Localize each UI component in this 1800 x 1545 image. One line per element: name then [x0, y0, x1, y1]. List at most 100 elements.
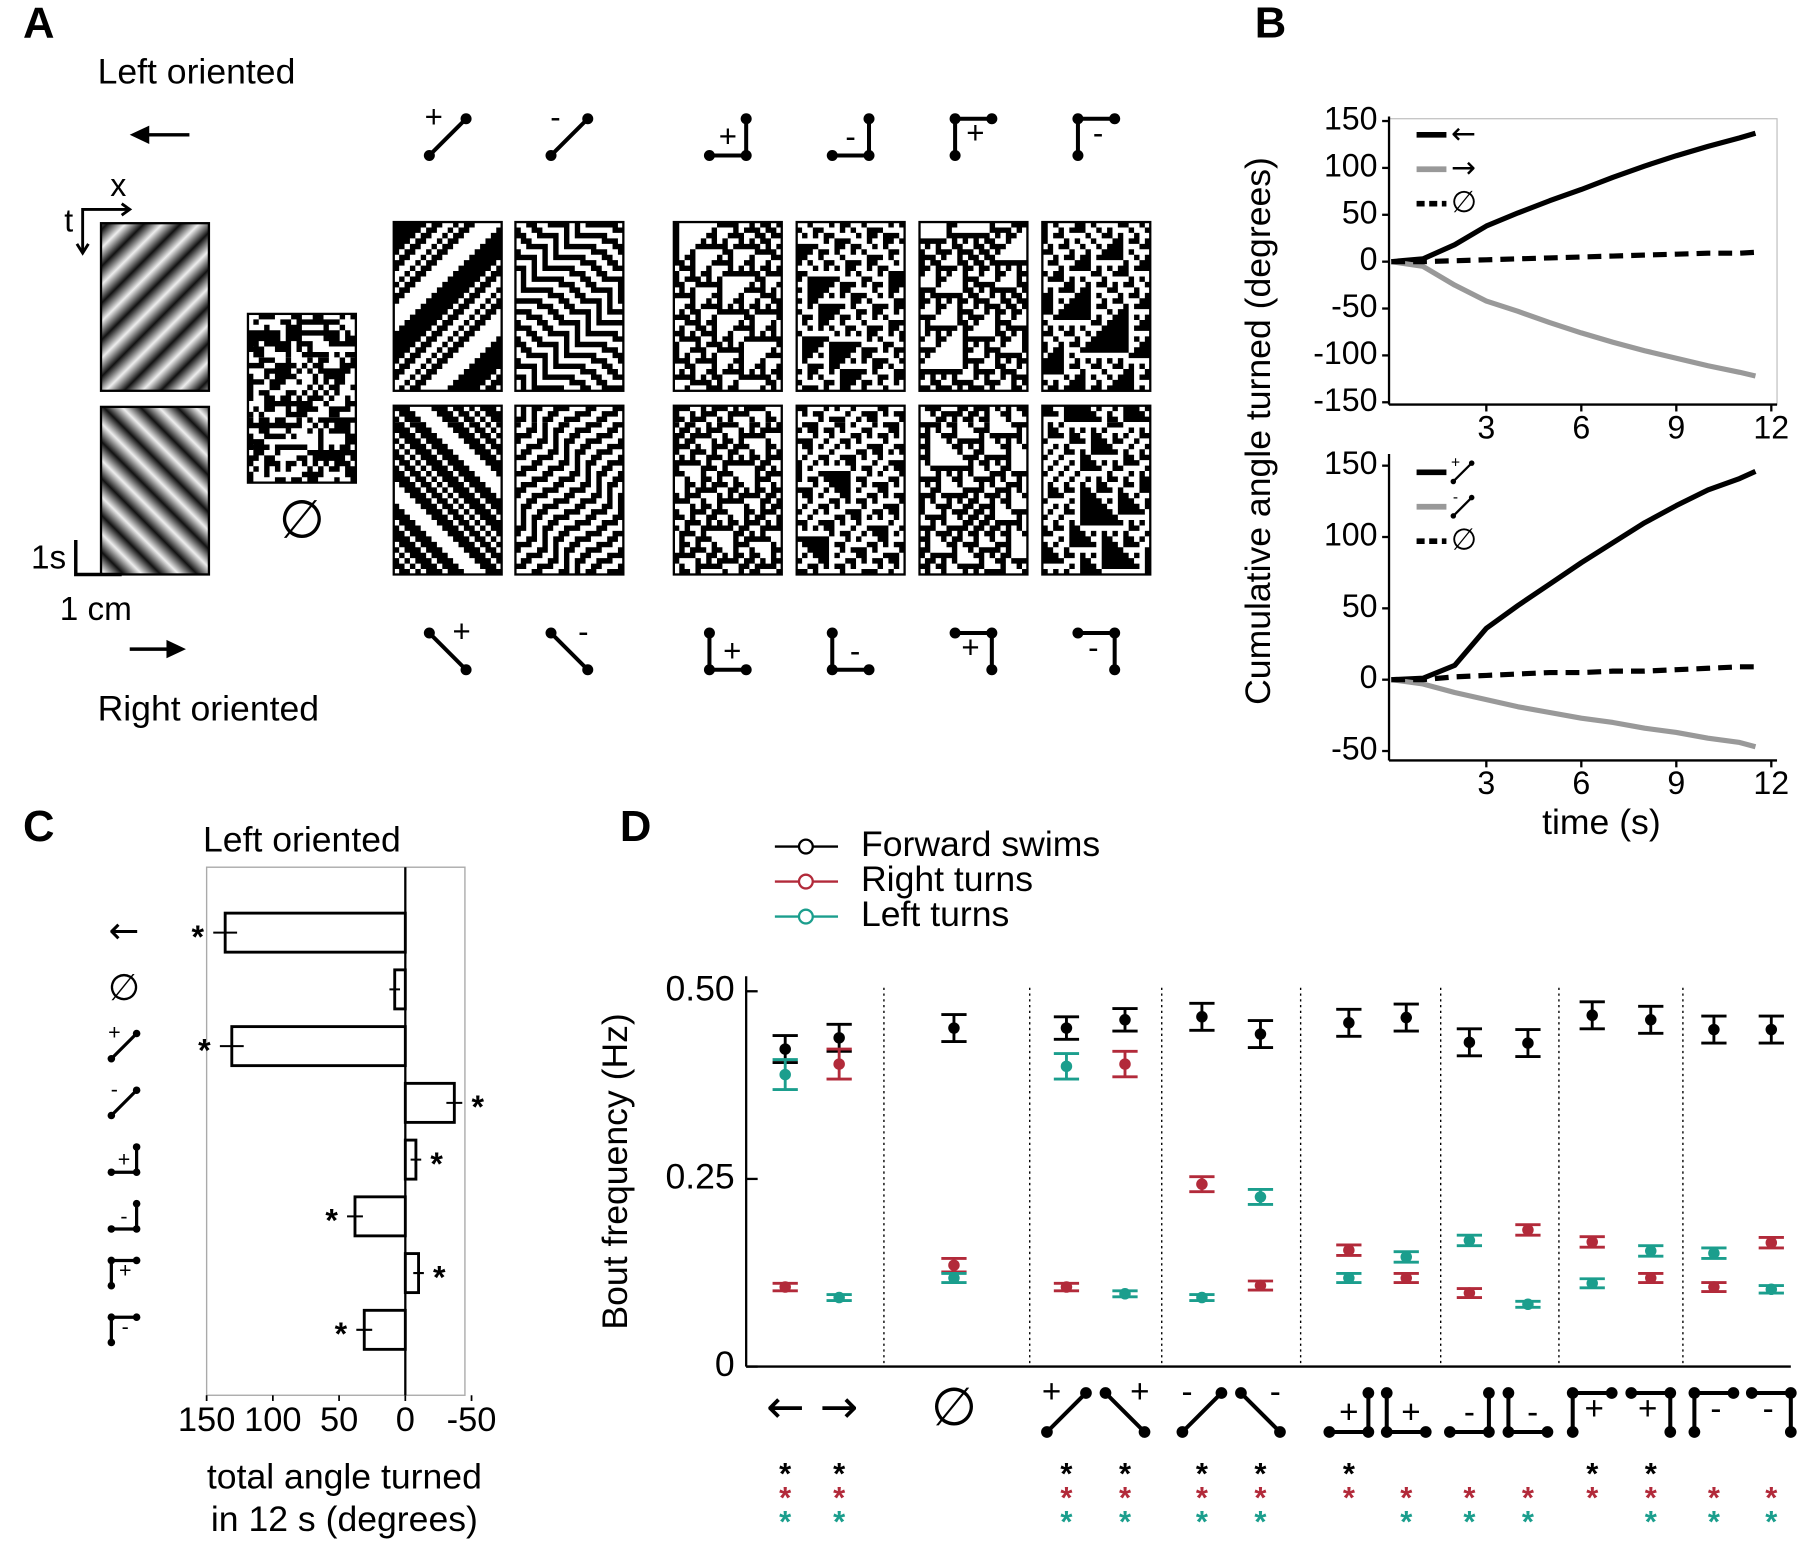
glider-dot: [1099, 1387, 1112, 1399]
significance: *: [1586, 1456, 1599, 1491]
glider-dot: [949, 149, 961, 161]
point: [779, 1043, 791, 1055]
glider-dot: [1380, 1426, 1393, 1438]
significance: *: [1254, 1480, 1267, 1515]
glider-sign: -: [578, 614, 588, 649]
glider-dot: [582, 664, 594, 676]
glider-dot: [1072, 627, 1084, 639]
significance: *: [1060, 1456, 1073, 1491]
glider-dot: [703, 627, 715, 639]
significance: *: [1522, 1480, 1535, 1515]
glider-dot: [1502, 1426, 1515, 1438]
point: [1708, 1281, 1720, 1293]
stimulus-frame: [514, 404, 625, 576]
stimulus: [673, 222, 782, 391]
glider-dot: [107, 1338, 116, 1347]
stimulus-frame: [1041, 220, 1152, 392]
glider-sign: +: [723, 633, 741, 668]
glider-dot: [1625, 1387, 1638, 1399]
glider-dot: [703, 149, 715, 161]
y-tick-label: 0: [715, 1344, 735, 1384]
y-tick-label: 0: [1360, 241, 1378, 277]
glider-dot: [1727, 1387, 1740, 1399]
significance: *: [1645, 1504, 1658, 1539]
significance: *: [779, 1504, 792, 1539]
glider-dot: [1109, 664, 1121, 676]
glider-sign: -: [111, 1077, 118, 1101]
point: [1765, 1236, 1778, 1249]
series-line: [1390, 259, 1757, 379]
stimulus: [393, 222, 502, 391]
glider-dot: [1138, 1426, 1151, 1438]
y-tick-label: 100: [1324, 516, 1378, 552]
glider-sign: -: [1763, 1390, 1774, 1427]
point: [948, 1272, 960, 1284]
null-symbol: ∅: [279, 489, 325, 550]
category-label: ←: [766, 1380, 804, 1434]
glider-dot: [1468, 494, 1475, 501]
x-tick-label: 9: [1667, 765, 1685, 801]
glider-dot: [826, 627, 838, 639]
x-tick-label: 3: [1477, 765, 1495, 801]
stimulus: [1042, 405, 1151, 575]
significance: *: [1708, 1504, 1721, 1539]
x-tick-label: 150: [178, 1401, 235, 1439]
error-bar: [446, 1095, 463, 1110]
glider-sign: +: [719, 119, 737, 154]
glider-dot: [863, 664, 875, 676]
legend-swatch: [797, 873, 814, 890]
glider-dot: [1605, 1387, 1618, 1399]
x-tick-label: 100: [244, 1401, 301, 1439]
glider-dot: [132, 1086, 141, 1095]
category-label: ∅: [108, 966, 140, 1009]
point: [1522, 1224, 1534, 1236]
significance: *: [1254, 1504, 1267, 1539]
left-label: Left oriented: [98, 51, 296, 91]
y-tick-label: -150: [1313, 382, 1377, 418]
glider-dot: [1664, 1387, 1677, 1399]
y-tick-label: 0: [1360, 659, 1378, 695]
x-tick-label: 0: [396, 1401, 415, 1439]
point: [1645, 1245, 1657, 1257]
glider-dot: [132, 1143, 141, 1151]
stimulus: [515, 222, 624, 391]
glider-sign: -: [1453, 489, 1458, 506]
point: [1765, 1283, 1778, 1295]
stimulus: [919, 405, 1028, 575]
glider-line: [110, 1032, 138, 1060]
glider-sign: -: [1527, 1394, 1538, 1431]
glider-line: [110, 1089, 138, 1117]
point: [1586, 1277, 1598, 1289]
panel-label: C: [23, 803, 55, 851]
error-bar: [347, 1209, 363, 1224]
legend-swatch: [797, 908, 814, 925]
glider-dot: [423, 149, 435, 161]
glider-sign: -: [1710, 1390, 1721, 1427]
point: [833, 1291, 845, 1304]
glider-dot: [949, 627, 961, 639]
glider-sign: +: [1130, 1374, 1149, 1411]
glider-sign: +: [425, 100, 443, 135]
glider-dot: [1235, 1387, 1247, 1399]
stimulus-frame: [672, 220, 783, 392]
glider-dot: [1664, 1426, 1677, 1438]
y-tick-label: 0.50: [665, 969, 734, 1009]
glider-dot: [1362, 1426, 1375, 1438]
point: [1708, 1023, 1720, 1036]
error-bar: [213, 925, 238, 940]
significance: *: [325, 1203, 338, 1239]
significance: *: [779, 1456, 792, 1491]
glider-sign: -: [1093, 116, 1103, 151]
significance: *: [1343, 1456, 1356, 1491]
point: [1060, 1022, 1073, 1034]
point: [948, 1259, 960, 1271]
glider-dot: [740, 113, 752, 125]
glider-sign: +: [961, 630, 979, 665]
point: [1400, 1272, 1412, 1284]
glider-dot: [703, 664, 715, 676]
glider-dot: [1109, 113, 1121, 125]
glider-dot: [1362, 1387, 1375, 1399]
glider-dot: [1080, 1387, 1092, 1399]
glider-dot: [460, 664, 472, 676]
point: [833, 1032, 845, 1044]
